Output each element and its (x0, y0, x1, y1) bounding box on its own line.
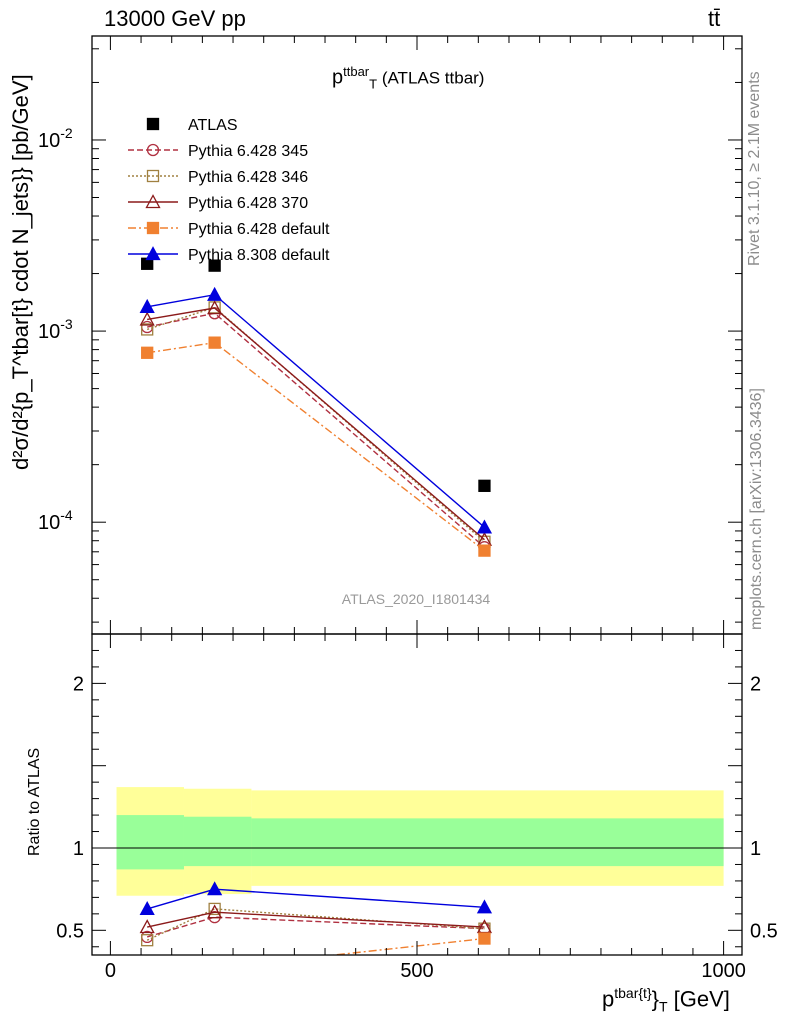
plot-title: pttbarT (ATLAS ttbar) (332, 64, 485, 92)
y-tick-label-ratio-right: 0.5 (750, 920, 778, 942)
data-point-p8 (139, 298, 155, 313)
x-tick-label: 0 (105, 960, 116, 982)
ratio-line-p345 (146, 916, 485, 938)
x-tick-label: 1000 (701, 960, 746, 982)
legend-marker-p8 (145, 246, 161, 261)
ratio-point-p8 (476, 899, 493, 914)
legend-label-pdefault: Pythia 6.428 default (188, 221, 330, 238)
y-tick-label-ratio-right: 2 (750, 673, 761, 695)
uncertainty-band-inner (183, 816, 252, 867)
series-line-pdefault (147, 341, 485, 552)
ratio-point-pdefault (478, 932, 491, 945)
ratio-point-p346 (208, 902, 221, 916)
data-point-p370 (207, 300, 223, 315)
x-tick-label: 500 (400, 960, 433, 982)
data-point-atlas (208, 259, 221, 272)
series-line-p8 (147, 293, 485, 528)
main-plot-area (139, 257, 493, 557)
legend-label-p345: Pythia 6.428 345 (188, 143, 308, 160)
legend-marker-atlas (146, 117, 160, 131)
ratio-line-pdefault (328, 937, 485, 955)
data-point-atlas (478, 479, 491, 492)
ratio-point-p370 (207, 904, 223, 919)
legend-label-atlas: ATLAS (188, 117, 238, 134)
legend-marker-p345 (146, 143, 160, 157)
data-point-pdefault (478, 544, 491, 557)
data-point-p8 (207, 286, 223, 301)
legend: ATLAS Pythia 6.428 345 Pythia 6.428 346 Pyt… (128, 117, 330, 264)
legend-marker-pdefault (146, 221, 160, 235)
series-line-p345 (147, 312, 485, 548)
analysis-watermark: ATLAS_2020_I1801434 (342, 591, 491, 607)
y-tick-label-ratio: 2 (73, 673, 84, 695)
y-tick-label-main: 10-4 (38, 507, 73, 534)
y-tick-label-ratio: 0.5 (56, 920, 84, 942)
y-tick-label-main: 10-3 (38, 316, 73, 343)
ratio-point-p346 (141, 934, 154, 947)
series-line-p370 (147, 307, 485, 541)
uncertainty-band-inner (116, 815, 184, 870)
ratio-point-p370 (139, 919, 155, 934)
data-point-p370 (139, 311, 155, 326)
data-point-p346 (141, 323, 154, 336)
ratio-line-p346 (146, 908, 485, 941)
legend-label-p346: Pythia 6.428 346 (188, 169, 308, 186)
data-point-pdefault (208, 336, 221, 349)
series-line-p346 (146, 306, 485, 543)
ratio-point-p8 (139, 901, 155, 916)
y-tick-label-ratio: 1 (73, 838, 84, 860)
data-point-p8 (476, 519, 493, 534)
ratio-line-p370 (147, 911, 485, 928)
uncertainty-band-inner (251, 818, 724, 867)
y-tick-label-main: 10-2 (38, 125, 73, 152)
header-final-state: tt̄ (708, 6, 721, 31)
legend-label-p8: Pythia 8.308 default (188, 247, 330, 264)
header-process: 13000 GeV pp (104, 6, 246, 31)
ratio-point-p8 (207, 881, 223, 896)
x-axis-label: ptbar{t}}T [GeV] (602, 985, 730, 1015)
legend-marker-p370 (145, 194, 161, 209)
data-point-pdefault (141, 346, 154, 359)
ratio-plot-area (139, 881, 493, 988)
ratio-point-pdefault (209, 963, 220, 974)
legend-label-p370: Pythia 6.428 370 (188, 195, 308, 212)
y-tick-label-ratio-right: 1 (750, 838, 761, 860)
legend-marker-p346 (146, 169, 160, 183)
ratio-point-pdefault (142, 977, 153, 988)
